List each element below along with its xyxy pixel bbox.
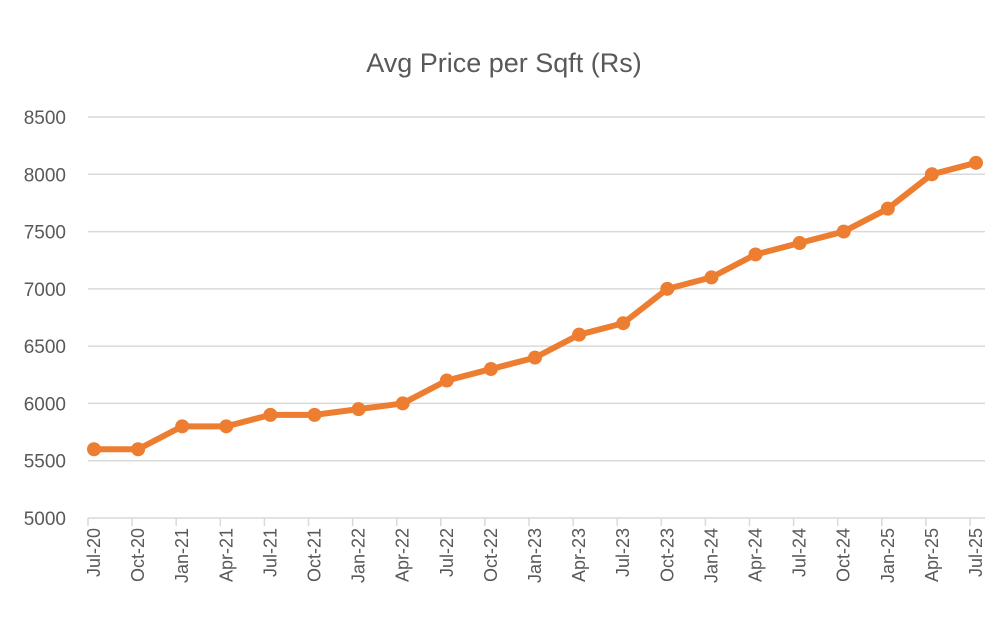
data-point [307,407,322,422]
x-tick-label: Jul-24 [790,528,810,577]
data-point [528,350,542,365]
x-tick-label: Apr-21 [216,528,236,582]
x-tick-label: Jul-23 [613,528,633,577]
data-point [836,224,851,239]
y-tick-label: 7000 [24,280,66,301]
x-tick-label: Jul-25 [966,528,986,577]
x-tick-label: Jan-23 [525,528,545,583]
x-tick-label: Oct-22 [481,528,501,582]
data-point [572,327,587,342]
x-tick-label: Jul-21 [260,528,280,577]
data-point [924,167,939,182]
data-point [660,281,675,296]
data-point [351,402,366,417]
series-line [91,159,979,453]
x-tick-label: Apr-24 [746,528,766,582]
data-point [395,396,410,411]
data-point [175,419,190,434]
x-tick-label: Jan-24 [701,528,721,583]
data-point [616,316,631,331]
data-point [748,247,763,262]
data-point [263,407,278,422]
x-tick-label: Jan-21 [172,528,192,583]
data-point [439,373,454,388]
data-point [219,419,234,434]
x-tick-label: Jul-22 [437,528,457,577]
x-tick-label: Apr-22 [393,528,413,582]
x-tick-label: Apr-25 [922,528,942,582]
data-point [792,236,807,251]
x-tick-label: Oct-20 [128,528,148,582]
x-tick-label: Jan-25 [878,528,898,583]
data-point [87,442,101,457]
y-tick-label: 7500 [24,223,66,244]
y-tick-label: 8500 [24,108,66,129]
x-tick-label: Oct-23 [657,528,677,582]
x-tick-label: Apr-23 [569,528,589,582]
y-tick-label: 6000 [24,394,66,415]
x-tick-label: Jul-20 [84,528,104,577]
y-tick-label: 8000 [24,165,66,186]
x-tick-label: Oct-21 [305,528,325,582]
y-tick-label: 6500 [24,337,66,358]
chart-title: Avg Price per Sqft (Rs) [366,48,642,78]
data-point [131,442,146,457]
data-point [483,362,498,377]
y-tick-label: 5000 [24,509,66,530]
data-point [969,155,983,170]
x-tick-label: Oct-24 [834,528,854,582]
data-point [880,201,895,216]
y-tick-label: 5500 [24,452,66,473]
data-point [704,270,719,285]
x-tick-label: Jan-22 [349,528,369,583]
